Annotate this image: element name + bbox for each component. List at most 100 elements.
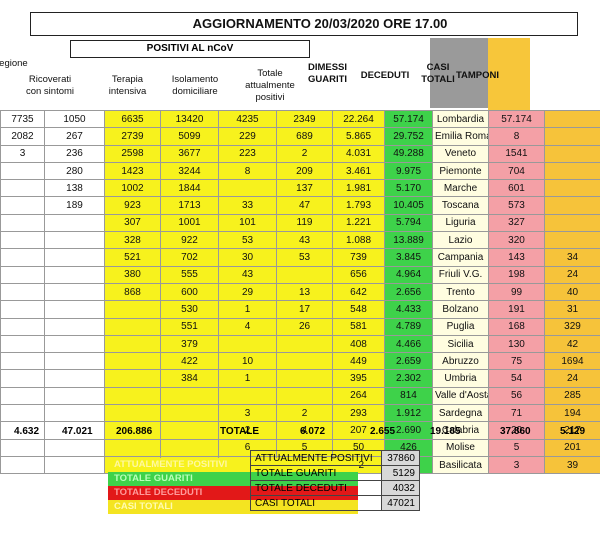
- table-cell: 548: [332, 300, 385, 319]
- table-cell: [104, 438, 161, 457]
- table-cell: 2.659: [384, 352, 433, 371]
- summary-value: 37860: [380, 450, 421, 466]
- table-cell: [218, 179, 277, 198]
- footer-g: 37.860: [500, 426, 531, 437]
- table-cell: 56: [488, 386, 545, 406]
- table-cell: 130: [488, 334, 545, 354]
- table-cell: 137: [276, 179, 333, 198]
- table-cell: 3.845: [384, 248, 433, 267]
- table-cell: [44, 369, 105, 388]
- table-cell: [0, 386, 45, 406]
- table-cell: 1001: [160, 213, 219, 233]
- table-cell: [0, 404, 45, 423]
- header-totale-positivi: Totale attualmente positivi: [245, 68, 295, 103]
- table-cell: 43: [218, 265, 277, 284]
- table-cell: 53: [218, 231, 277, 250]
- region-name: Molise: [432, 438, 489, 457]
- summary-value: 47021: [380, 495, 421, 511]
- table-cell: 3: [0, 144, 45, 163]
- table-cell: 1.221: [332, 213, 385, 233]
- table-cell: 922: [160, 231, 219, 250]
- table-cell: [0, 369, 45, 388]
- table-row: 380 555 43 656 4.964 Friuli V.G. 198 24: [0, 265, 600, 284]
- table-cell: 2: [276, 404, 333, 423]
- table-row: 138 1002 1844 137 1.981 5.170 Marche 601: [0, 179, 600, 198]
- footer-d: 6.072: [300, 426, 326, 437]
- table-cell: [44, 265, 105, 284]
- footer-a: 4.632: [14, 426, 40, 437]
- table-cell: 4: [218, 317, 277, 336]
- region-name: Liguria: [432, 213, 489, 233]
- table-cell: 4.964: [384, 265, 433, 284]
- table-cell: 1002: [104, 179, 161, 198]
- table-cell: 5099: [160, 127, 219, 146]
- table-cell: [544, 196, 600, 215]
- footer-f: 19.185: [430, 426, 461, 437]
- table-cell: 29: [218, 282, 277, 302]
- table-cell: [44, 282, 105, 302]
- table-cell: 739: [332, 248, 385, 267]
- header-isolamento: Isolamento domiciliare: [171, 74, 219, 97]
- table-cell: 573: [488, 196, 545, 215]
- table-cell: 5.170: [384, 179, 433, 198]
- table-cell: 3677: [160, 144, 219, 163]
- table-cell: 1844: [160, 179, 219, 198]
- table-row: 264 814 Valle d'Aosta 56 285: [0, 386, 600, 406]
- table-cell: [44, 334, 105, 354]
- table-cell: [44, 404, 105, 423]
- table-cell: 99: [488, 282, 545, 302]
- data-table: 7735 1050 6635 13420 4235 2349 22.264 57.174 Lom…: [0, 109, 600, 475]
- table-cell: 702: [160, 248, 219, 267]
- table-row: 328 922 53 43 1.088 13.889 Lazio 320: [0, 231, 600, 250]
- table-cell: 2739: [104, 127, 161, 146]
- table-cell: 8: [218, 161, 277, 181]
- table-cell: [0, 161, 45, 181]
- table-cell: 642: [332, 282, 385, 302]
- table-cell: 395: [332, 369, 385, 388]
- table-cell: 2: [276, 144, 333, 163]
- header-casi: CASI TOTALI: [421, 62, 455, 85]
- table-cell: 26: [276, 317, 333, 336]
- table-cell: 600: [160, 282, 219, 302]
- footer-h: 5.129: [560, 426, 586, 437]
- region-name: Sicilia: [432, 334, 489, 354]
- table-cell: 1713: [160, 196, 219, 215]
- table-cell: [44, 231, 105, 250]
- table-cell: [44, 213, 105, 233]
- table-cell: 17: [276, 300, 333, 319]
- header-dimessi: DIMESSI GUARITI: [307, 62, 348, 85]
- table-cell: 449: [332, 352, 385, 371]
- table-cell: [44, 248, 105, 267]
- table-cell: [0, 352, 45, 371]
- table-cell: [44, 438, 105, 457]
- table-row: 280 1423 3244 8 209 3.461 9.975 Piemonte 704: [0, 161, 600, 181]
- table-cell: 280: [44, 161, 105, 181]
- table-cell: 143: [488, 248, 545, 267]
- title-frame: [30, 12, 578, 36]
- table-cell: 223: [218, 144, 277, 163]
- table-cell: 530: [160, 300, 219, 319]
- table-cell: 209: [276, 161, 333, 181]
- table-cell: 75: [488, 352, 545, 371]
- table-cell: 2082: [0, 127, 45, 146]
- table-cell: 422: [160, 352, 219, 371]
- table-cell: 267: [44, 127, 105, 146]
- table-cell: 24: [544, 265, 600, 284]
- table-cell: 2.302: [384, 369, 433, 388]
- footer-e: 2.655: [370, 426, 396, 437]
- table-cell: 4.433: [384, 300, 433, 319]
- summary-table: ATTUALMENTE POSITIVI 37860 TOTALE GUARITI…: [250, 450, 421, 511]
- table-cell: [104, 300, 161, 319]
- table-cell: 521: [104, 248, 161, 267]
- table-cell: 656: [332, 265, 385, 284]
- table-cell: [104, 404, 161, 423]
- summary-label: TOTALE GUARITI: [250, 465, 382, 481]
- table-cell: 1694: [544, 352, 600, 371]
- table-cell: 1423: [104, 161, 161, 181]
- table-row: 3 236 2598 3677 223 2 4.031 49.288 Veneto 1541: [0, 144, 600, 163]
- table-cell: 4.466: [384, 334, 433, 354]
- table-cell: 6635: [104, 109, 161, 129]
- table-cell: 2598: [104, 144, 161, 163]
- region-name: Bolzano: [432, 300, 489, 319]
- table-cell: [0, 317, 45, 336]
